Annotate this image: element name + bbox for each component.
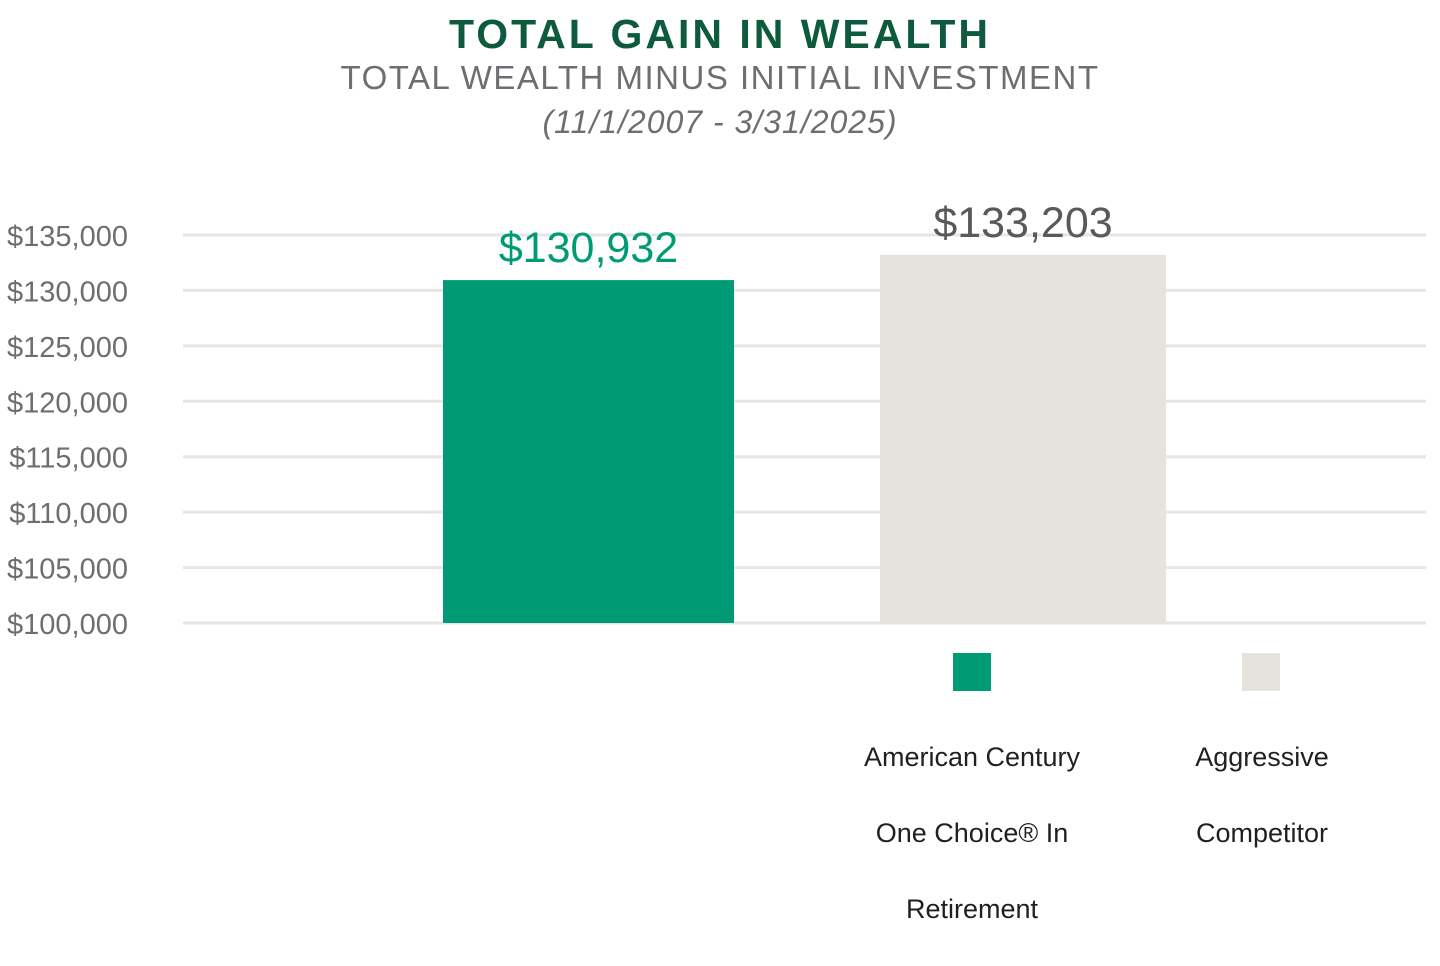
- legend-line: American Century: [863, 742, 1081, 772]
- y-tick-label: $120,000: [7, 387, 128, 419]
- y-tick-label: $125,000: [7, 332, 128, 364]
- bar-value-label: $130,932: [499, 224, 678, 272]
- y-tick-label: $110,000: [9, 498, 128, 530]
- legend-label-aggressive-competitor: Aggressive Competitor: [1112, 700, 1412, 928]
- y-tick-label: $100,000: [7, 609, 128, 641]
- legend-label-american-century: American Century One Choice® In Retireme…: [822, 700, 1122, 966]
- legend-line: One Choice® In: [875, 818, 1069, 848]
- bar: [443, 280, 734, 623]
- y-tick-label: $115,000: [9, 443, 128, 475]
- legend-swatch-american-century: [953, 653, 991, 691]
- y-tick-label: $135,000: [7, 221, 128, 253]
- legend-line: Retirement: [905, 894, 1039, 924]
- legend-line: Aggressive: [1195, 742, 1329, 772]
- chart-subtitle: TOTAL WEALTH MINUS INITIAL INVESTMENT: [340, 59, 1100, 96]
- bar-value-label: $133,203: [933, 199, 1112, 247]
- y-tick-label: $105,000: [7, 554, 128, 586]
- bar: [880, 254, 1166, 624]
- chart-title: TOTAL GAIN IN WEALTH: [448, 11, 992, 57]
- legend-swatch-aggressive-competitor: [1242, 653, 1280, 691]
- chart-date-range: (11/1/2007 - 3/31/2025): [542, 104, 898, 140]
- bar-chart: $100,000 $105,000 $110,000 $115,000 $120,000…: [7, 199, 1426, 641]
- legend-line: Competitor: [1195, 818, 1329, 848]
- y-tick-label: $130,000: [7, 276, 128, 308]
